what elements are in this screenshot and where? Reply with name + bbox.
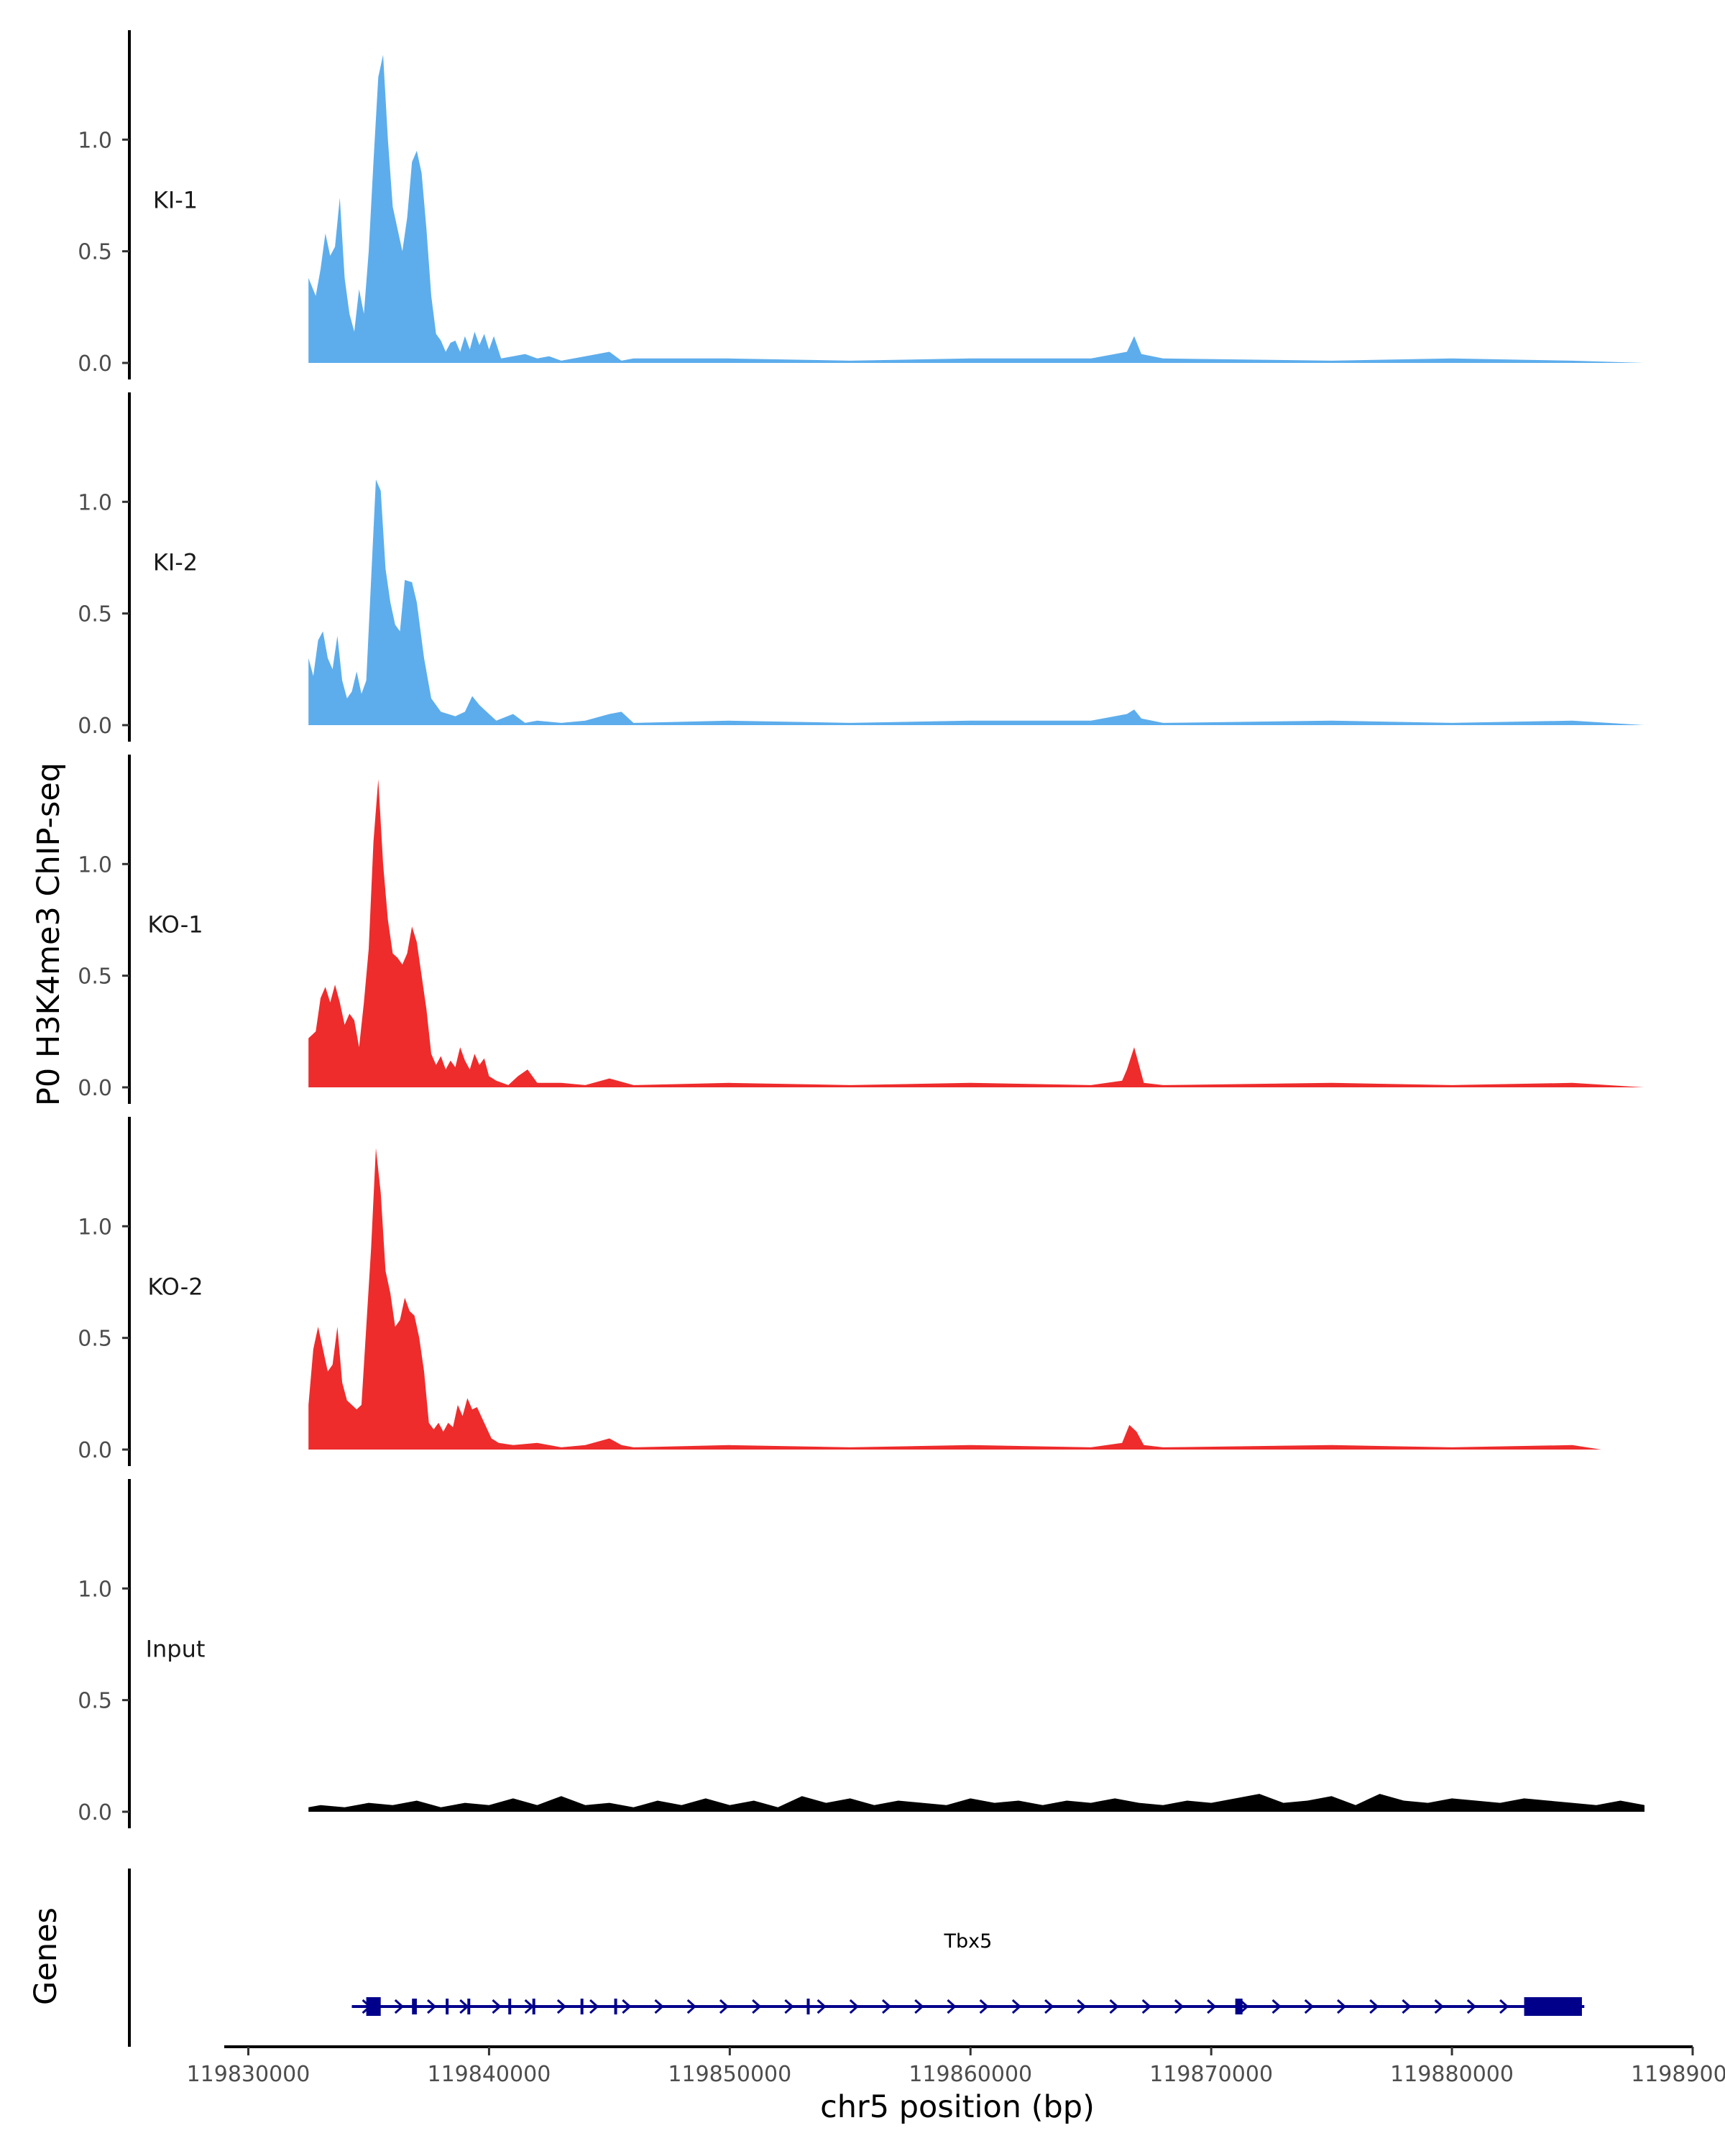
strand-arrow-icon — [816, 1999, 827, 2014]
x-tick-label: 119850000 — [668, 2062, 791, 2087]
strand-arrow-icon — [1271, 1999, 1282, 2014]
y-tick-label: 0.5 — [78, 964, 112, 990]
x-axis: 119830000 119840000 119850000 119860000 1198… — [187, 2045, 1725, 2125]
gene-name-label: Tbx5 — [943, 1930, 992, 1953]
track-ko-2: 0.0 0.5 1.0 KO-2 — [78, 1117, 1601, 1466]
strand-arrow-icon — [1141, 1999, 1151, 2014]
gene-exon — [532, 1999, 535, 2014]
strand-arrow-icon — [492, 1999, 502, 2014]
strand-arrow-icon — [1304, 1999, 1315, 2014]
strand-arrow-icon — [1174, 1999, 1184, 2014]
y-tick-label: 0.0 — [78, 1800, 112, 1825]
track-input: 0.0 0.5 1.0 Input — [78, 1479, 1645, 1828]
track-ko-1: 0.0 0.5 1.0 KO-1 — [78, 755, 1645, 1104]
y-tick-label: 1.0 — [78, 128, 112, 153]
strand-arrow-icon — [979, 1999, 989, 2014]
strand-arrow-icon — [719, 1999, 730, 2014]
gene-tbx5: Tbx5 — [351, 1930, 1585, 2016]
strand-arrow-icon — [849, 1999, 860, 2014]
x-tick-label: 119860000 — [908, 2062, 1032, 2087]
track-ki-1: 0.0 0.5 1.0 KI-1 — [78, 30, 1645, 379]
strand-arrow-icon — [1434, 1999, 1444, 2014]
strand-arrow-icon — [1337, 1999, 1347, 2014]
gene-exon — [1524, 1997, 1582, 2016]
coverage-area-ki-1 — [308, 55, 1645, 363]
coverage-area-input — [308, 1794, 1645, 1812]
track-label-ko-1: KO-1 — [147, 911, 203, 939]
x-tick-label: 119830000 — [187, 2062, 310, 2087]
strand-arrow-icon — [654, 1999, 664, 2014]
strand-arrow-icon — [1499, 1999, 1509, 2014]
strand-arrow-icon — [1402, 1999, 1412, 2014]
y-tick-label: 0.0 — [78, 351, 112, 377]
coverage-area-ki-2 — [308, 479, 1645, 725]
strand-arrow-icon — [1369, 1999, 1379, 2014]
y-axis-title: P0 H3K4me3 ChIP-seq — [31, 763, 67, 1106]
gene-exon — [580, 1999, 584, 2014]
track-label-input: Input — [146, 1636, 206, 1663]
x-axis-title: chr5 position (bp) — [820, 2089, 1095, 2125]
y-tick-label: 0.0 — [78, 1438, 112, 1463]
y-tick-label: 0.0 — [78, 714, 112, 739]
gene-panel-label: Genes — [28, 1907, 64, 2005]
gene-exon — [806, 1999, 810, 2014]
x-tick-label: 119890000 — [1631, 2062, 1725, 2087]
x-axis-ticks: 119830000 119840000 119850000 119860000 1198… — [187, 2047, 1725, 2087]
y-tick-label: 0.5 — [78, 602, 112, 627]
y-tick-label: 1.0 — [78, 852, 112, 877]
strand-arrow-icon — [459, 1999, 469, 2014]
strand-arrow-icon — [1109, 1999, 1119, 2014]
gene-panel: Genes Tbx5 — [28, 1869, 1585, 2047]
strand-arrow-icon — [1011, 1999, 1022, 2014]
y-tick-label: 0.5 — [78, 1327, 112, 1352]
track-label-ki-1: KI-1 — [153, 187, 198, 214]
strand-arrow-icon — [1207, 1999, 1217, 2014]
coverage-area-ko-2 — [308, 1148, 1601, 1450]
gene-exon — [446, 1999, 449, 2014]
gene-exon — [412, 1999, 417, 2014]
gene-exon — [1235, 1999, 1243, 2014]
coverage-area-ko-1 — [308, 779, 1645, 1087]
strand-arrow-icon — [1044, 1999, 1054, 2014]
gene-exon — [366, 1997, 381, 2016]
y-tick-label: 0.0 — [78, 1076, 112, 1101]
x-tick-label: 119870000 — [1149, 2062, 1273, 2087]
track-label-ko-2: KO-2 — [147, 1273, 203, 1301]
strand-arrow-icon — [556, 1999, 567, 2014]
strand-arrow-icon — [752, 1999, 762, 2014]
gene-exon — [467, 1999, 471, 2014]
strand-arrow-icon — [427, 1999, 437, 2014]
track-ki-2: 0.0 0.5 1.0 KI-2 — [78, 392, 1645, 742]
strand-arrow-icon — [524, 1999, 534, 2014]
strand-arrow-icon — [1077, 1999, 1087, 2014]
x-tick-label: 119880000 — [1390, 2062, 1514, 2087]
strand-arrow-icon — [947, 1999, 957, 2014]
strand-arrow-icon — [394, 1999, 405, 2014]
strand-arrow-icon — [882, 1999, 892, 2014]
strand-arrow-icon — [622, 1999, 632, 2014]
y-tick-label: 0.5 — [78, 1689, 112, 1714]
y-tick-label: 1.0 — [78, 490, 112, 515]
strand-arrow-icon — [589, 1999, 599, 2014]
gene-models: Tbx5 — [351, 1930, 1585, 2016]
y-tick-label: 0.5 — [78, 240, 112, 265]
strand-arrow-icon — [1239, 1999, 1249, 2014]
track-label-ki-2: KI-2 — [153, 549, 198, 576]
strand-arrow-icon — [914, 1999, 924, 2014]
strand-arrow-icon — [686, 1999, 696, 2014]
gene-exon — [508, 1999, 512, 2014]
coverage-tracks: 0.00.51.0KI-10.00.51.0KI-20.00.51.0KO-10… — [78, 30, 1645, 1828]
y-tick-label: 1.0 — [78, 1215, 112, 1240]
strand-arrow-icon — [1466, 1999, 1477, 2014]
x-tick-label: 119840000 — [428, 2062, 551, 2087]
y-tick-label: 1.0 — [78, 1577, 112, 1602]
strand-arrow-icon — [784, 1999, 794, 2014]
gene-exon — [614, 1999, 617, 2014]
